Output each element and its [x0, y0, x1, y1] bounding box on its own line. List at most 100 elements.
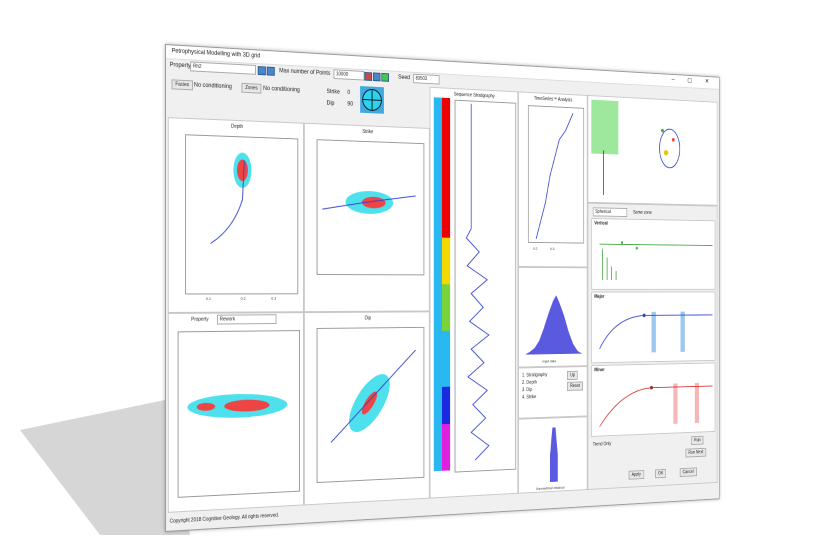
axis-label: Input data — [542, 358, 556, 363]
property-label: Property — [169, 62, 191, 70]
tool-icon[interactable] — [364, 71, 373, 81]
trend-only-check[interactable]: Trend Only — [592, 441, 612, 448]
tool-icon[interactable] — [257, 66, 266, 76]
tool-icon[interactable] — [266, 66, 275, 76]
map-contour — [660, 129, 680, 168]
tool-icon[interactable] — [381, 72, 389, 82]
density-core — [237, 159, 248, 182]
apply-button[interactable]: Apply — [628, 470, 644, 480]
ok-button[interactable]: OK — [655, 468, 667, 479]
major-plot — [592, 311, 715, 353]
log-curve — [466, 104, 488, 461]
depth-panel: Depth 0.1 0.2 0.3 — [167, 117, 304, 313]
dip-panel: Dip — [303, 311, 430, 506]
plot-frame — [455, 100, 516, 472]
cancel-button[interactable]: Cancel — [679, 467, 697, 478]
lag-bars — [603, 249, 616, 280]
max-points-input[interactable]: 10000 — [333, 69, 365, 81]
list-panel: 1. Stratigraphy 2. Depth 3. Dip 4. Strik… — [518, 366, 588, 419]
copyright: Copyright 2018 Cognitive Geology. All ri… — [169, 512, 279, 525]
map-point — [660, 128, 664, 133]
property-plot — [169, 327, 304, 513]
model-select[interactable]: Spherical — [592, 207, 628, 217]
lag-bar — [680, 311, 685, 352]
strike-plot — [305, 133, 430, 312]
zones-value: No conditioning — [263, 85, 300, 94]
point — [650, 385, 653, 390]
seed-input[interactable]: 83503 — [413, 73, 440, 85]
point — [642, 313, 646, 318]
minor-panel: Minor — [591, 362, 716, 437]
variogram-panel: Spherical Same zone Vertical Major Minor — [587, 202, 718, 490]
window-controls[interactable]: – ▢ ✕ — [671, 76, 715, 86]
orientation-widget[interactable] — [359, 85, 384, 115]
strip — [441, 386, 451, 425]
run-next-button[interactable]: Run Next — [685, 447, 707, 458]
property-select[interactable]: Rework — [216, 314, 277, 325]
map-panel — [587, 95, 718, 206]
max-points-label: Max number of Points — [279, 68, 331, 77]
density-core — [224, 399, 270, 413]
axis-label: Geometrical residual — [536, 485, 564, 491]
map-point — [671, 138, 675, 142]
reset-button[interactable]: Reset — [566, 381, 584, 391]
trend-line — [536, 111, 573, 239]
seed-label: Seed — [398, 74, 410, 82]
residual-panel: Geometrical residual — [518, 416, 588, 494]
run-button[interactable]: Run — [691, 435, 704, 446]
density-blob — [345, 190, 394, 215]
strip — [441, 423, 451, 471]
panel-title: Dip — [364, 315, 371, 322]
list-item[interactable]: 4. Strike — [522, 394, 537, 401]
strip — [441, 97, 451, 238]
model-curve — [600, 315, 713, 349]
dip-plot — [305, 322, 430, 506]
dip-value: 90 — [347, 101, 354, 108]
property-dropdown[interactable]: Rh2 — [190, 61, 256, 75]
minor-plot — [592, 382, 715, 437]
timeseries-plot: 0.2 0.3 — [519, 102, 588, 251]
shadow-shape — [20, 400, 190, 535]
histogram-bars — [550, 427, 558, 483]
panel-label: Property — [191, 316, 209, 323]
histogram-plot: Input data — [525, 295, 583, 363]
residual-plot: Geometrical residual — [536, 427, 564, 491]
conditioning-row: Facies No conditioning Zones No conditio… — [167, 73, 430, 128]
timeseries-panel: TimeSeries™ Analysis 0.2 0.3 — [518, 91, 588, 268]
x-tick-label: 0.3 — [271, 296, 276, 301]
lag-bar — [673, 383, 678, 424]
vertical-plot — [592, 241, 715, 290]
x-tick-label: 0.2 — [241, 296, 246, 301]
facies-button[interactable]: Facies — [171, 79, 193, 91]
step-list: 1. Stratigraphy 2. Depth 3. Dip 4. Strik… — [522, 371, 547, 401]
strike-label: Strike — [326, 89, 340, 96]
lag-bar — [651, 311, 656, 353]
strip — [433, 97, 442, 187]
sequence-plot — [433, 97, 519, 498]
strike-panel: Strike — [303, 122, 430, 313]
strip — [441, 284, 451, 331]
strip — [441, 330, 451, 387]
property-panel: Property Rework — [167, 312, 304, 513]
map-plot — [591, 99, 717, 206]
trend-line — [331, 350, 416, 443]
zones-button[interactable]: Zones — [241, 82, 262, 94]
histogram-panel: Input data — [518, 266, 588, 368]
vertical-panel: Vertical — [591, 218, 716, 290]
facies-value: No conditioning — [193, 82, 232, 91]
depth-plot: 0.1 0.2 0.3 — [169, 128, 304, 301]
major-panel: Major — [591, 291, 716, 364]
x-tick-label: 0.3 — [550, 246, 554, 251]
up-button[interactable]: Up — [566, 370, 578, 381]
same-zone-check[interactable]: Same zone — [633, 209, 652, 216]
map-point — [663, 150, 669, 156]
point — [635, 246, 638, 250]
tool-icon[interactable] — [372, 72, 381, 82]
plot-frame — [528, 106, 583, 243]
dip-label: Dip — [326, 100, 335, 107]
widget-bg — [360, 86, 384, 114]
lag-bar — [694, 382, 700, 424]
sill-line — [600, 244, 713, 245]
